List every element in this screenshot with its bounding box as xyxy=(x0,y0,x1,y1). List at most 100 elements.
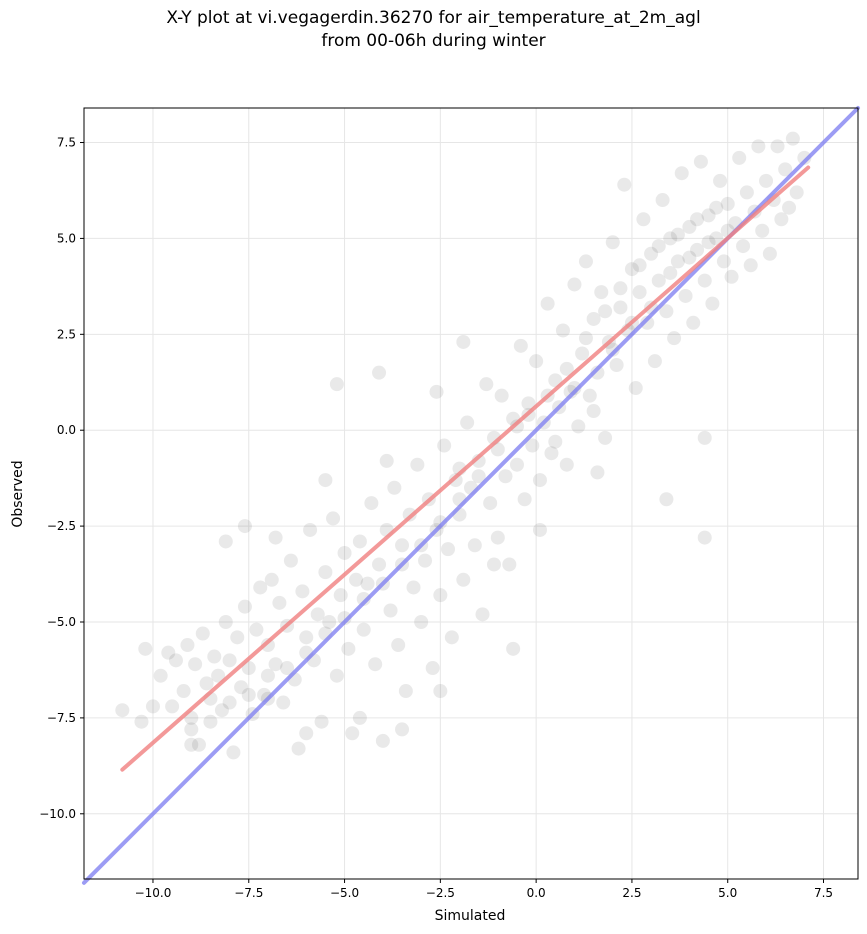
data-point xyxy=(460,415,475,430)
x-tick-label: −5.0 xyxy=(330,886,359,900)
data-point xyxy=(207,649,222,664)
data-point xyxy=(165,699,180,714)
data-point xyxy=(555,323,570,338)
data-point xyxy=(241,687,256,702)
data-point xyxy=(134,714,149,729)
y-tick-label: 7.5 xyxy=(57,136,76,150)
data-point xyxy=(180,638,195,653)
data-point xyxy=(697,530,712,545)
data-point xyxy=(333,588,348,603)
data-point xyxy=(705,296,720,311)
data-point xyxy=(176,684,191,699)
data-point xyxy=(709,200,724,215)
data-point xyxy=(153,668,168,683)
data-point xyxy=(486,557,501,572)
x-tick-label: −10.0 xyxy=(135,886,172,900)
x-axis-ticks: −10.0 −7.5 −5.0 −2.5 0.0 2.5 5.0 7.5 xyxy=(135,879,833,900)
data-point xyxy=(778,162,793,177)
data-point xyxy=(797,150,812,165)
data-point xyxy=(571,419,586,434)
data-point xyxy=(647,354,662,369)
data-point xyxy=(283,553,298,568)
data-points xyxy=(115,131,812,760)
data-point xyxy=(318,565,333,580)
data-point xyxy=(195,626,210,641)
data-point xyxy=(578,331,593,346)
data-point xyxy=(594,285,609,300)
data-point xyxy=(690,212,705,227)
data-point xyxy=(586,404,601,419)
data-point xyxy=(456,334,471,349)
data-point xyxy=(211,668,226,683)
data-point xyxy=(218,534,233,549)
x-tick-label: −7.5 xyxy=(234,886,263,900)
data-point xyxy=(222,653,237,668)
data-point xyxy=(716,254,731,269)
data-point xyxy=(624,262,639,277)
data-point xyxy=(329,668,344,683)
data-point xyxy=(479,377,494,392)
data-point xyxy=(368,657,383,672)
data-point xyxy=(391,638,406,653)
data-point xyxy=(559,361,574,376)
x-tick-label: 5.0 xyxy=(718,886,737,900)
data-point xyxy=(567,381,582,396)
data-point xyxy=(678,288,693,303)
data-point xyxy=(701,208,716,223)
data-point xyxy=(605,235,620,250)
data-point xyxy=(632,258,647,273)
data-point xyxy=(387,480,402,495)
data-point xyxy=(709,231,724,246)
data-point xyxy=(529,354,544,369)
data-point xyxy=(138,641,153,656)
y-tick-label: −10.0 xyxy=(39,807,76,821)
data-point xyxy=(184,737,199,752)
data-point xyxy=(578,254,593,269)
data-point xyxy=(598,430,613,445)
data-point xyxy=(299,630,314,645)
data-point xyxy=(349,572,364,587)
data-point xyxy=(755,223,770,238)
data-point xyxy=(751,139,766,154)
x-tick-label: 7.5 xyxy=(814,886,833,900)
data-point xyxy=(670,227,685,242)
chart-title-line-2: from 00-06h during winter xyxy=(321,31,546,51)
data-point xyxy=(582,388,597,403)
data-point xyxy=(762,246,777,261)
data-point xyxy=(272,595,287,610)
data-point xyxy=(260,668,275,683)
data-point xyxy=(318,473,333,488)
data-point xyxy=(360,576,375,591)
data-point xyxy=(651,239,666,254)
data-point xyxy=(237,519,252,534)
data-point xyxy=(199,676,214,691)
data-point xyxy=(567,277,582,292)
data-point xyxy=(276,695,291,710)
data-point xyxy=(483,496,498,511)
data-point xyxy=(732,150,747,165)
chart-title-line-1: X-Y plot at vi.vegagerdin.36270 for air_… xyxy=(166,8,701,28)
data-point xyxy=(456,572,471,587)
data-point xyxy=(682,219,697,234)
data-point xyxy=(686,315,701,330)
data-point xyxy=(509,419,524,434)
data-point xyxy=(759,173,774,188)
data-point xyxy=(724,269,739,284)
data-point xyxy=(260,638,275,653)
data-point xyxy=(509,457,524,472)
data-point xyxy=(743,258,758,273)
data-point xyxy=(437,438,452,453)
x-tick-label: 0.0 xyxy=(527,886,546,900)
data-point xyxy=(521,396,536,411)
x-tick-label: 2.5 xyxy=(622,886,641,900)
data-point xyxy=(506,641,521,656)
grid xyxy=(84,108,858,879)
data-point xyxy=(326,511,341,526)
data-point xyxy=(517,492,532,507)
data-point xyxy=(364,496,379,511)
x-tick-label: −2.5 xyxy=(426,886,455,900)
data-point xyxy=(667,331,682,346)
data-point xyxy=(697,273,712,288)
data-point xyxy=(575,346,590,361)
